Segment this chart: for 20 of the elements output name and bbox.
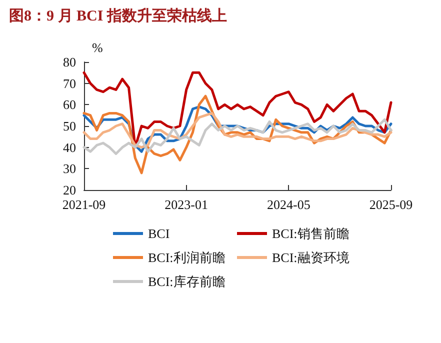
- legend-label: BCI:库存前瞻: [148, 274, 226, 289]
- legend-label: BCI: [148, 226, 170, 241]
- x-tick-label: 2024-05: [266, 197, 310, 212]
- y-axis-title: %: [92, 40, 103, 55]
- line-series: [82, 112, 392, 149]
- x-tick-label: 2021-09: [62, 197, 106, 212]
- legend-label: BCI:融资环境: [272, 250, 350, 265]
- y-tick-label: 20: [63, 182, 76, 198]
- y-tick-label: 40: [63, 140, 76, 155]
- chart-title: 图8：9 月 BCI 指数升至荣枯线上: [9, 8, 227, 24]
- y-tick-label: 50: [63, 118, 76, 134]
- y-tick-label: 30: [63, 161, 76, 176]
- x-tick-label: 2023-01: [164, 197, 208, 212]
- line-series: [82, 118, 392, 155]
- x-tick-label: 2025-09: [369, 197, 413, 212]
- legend-label: BCI:利润前瞻: [148, 250, 226, 265]
- y-tick-label: 70: [63, 76, 76, 91]
- y-tick-label: 80: [63, 54, 76, 70]
- y-tick-label: 60: [63, 97, 76, 112]
- legend-label: BCI:销售前瞻: [272, 226, 350, 241]
